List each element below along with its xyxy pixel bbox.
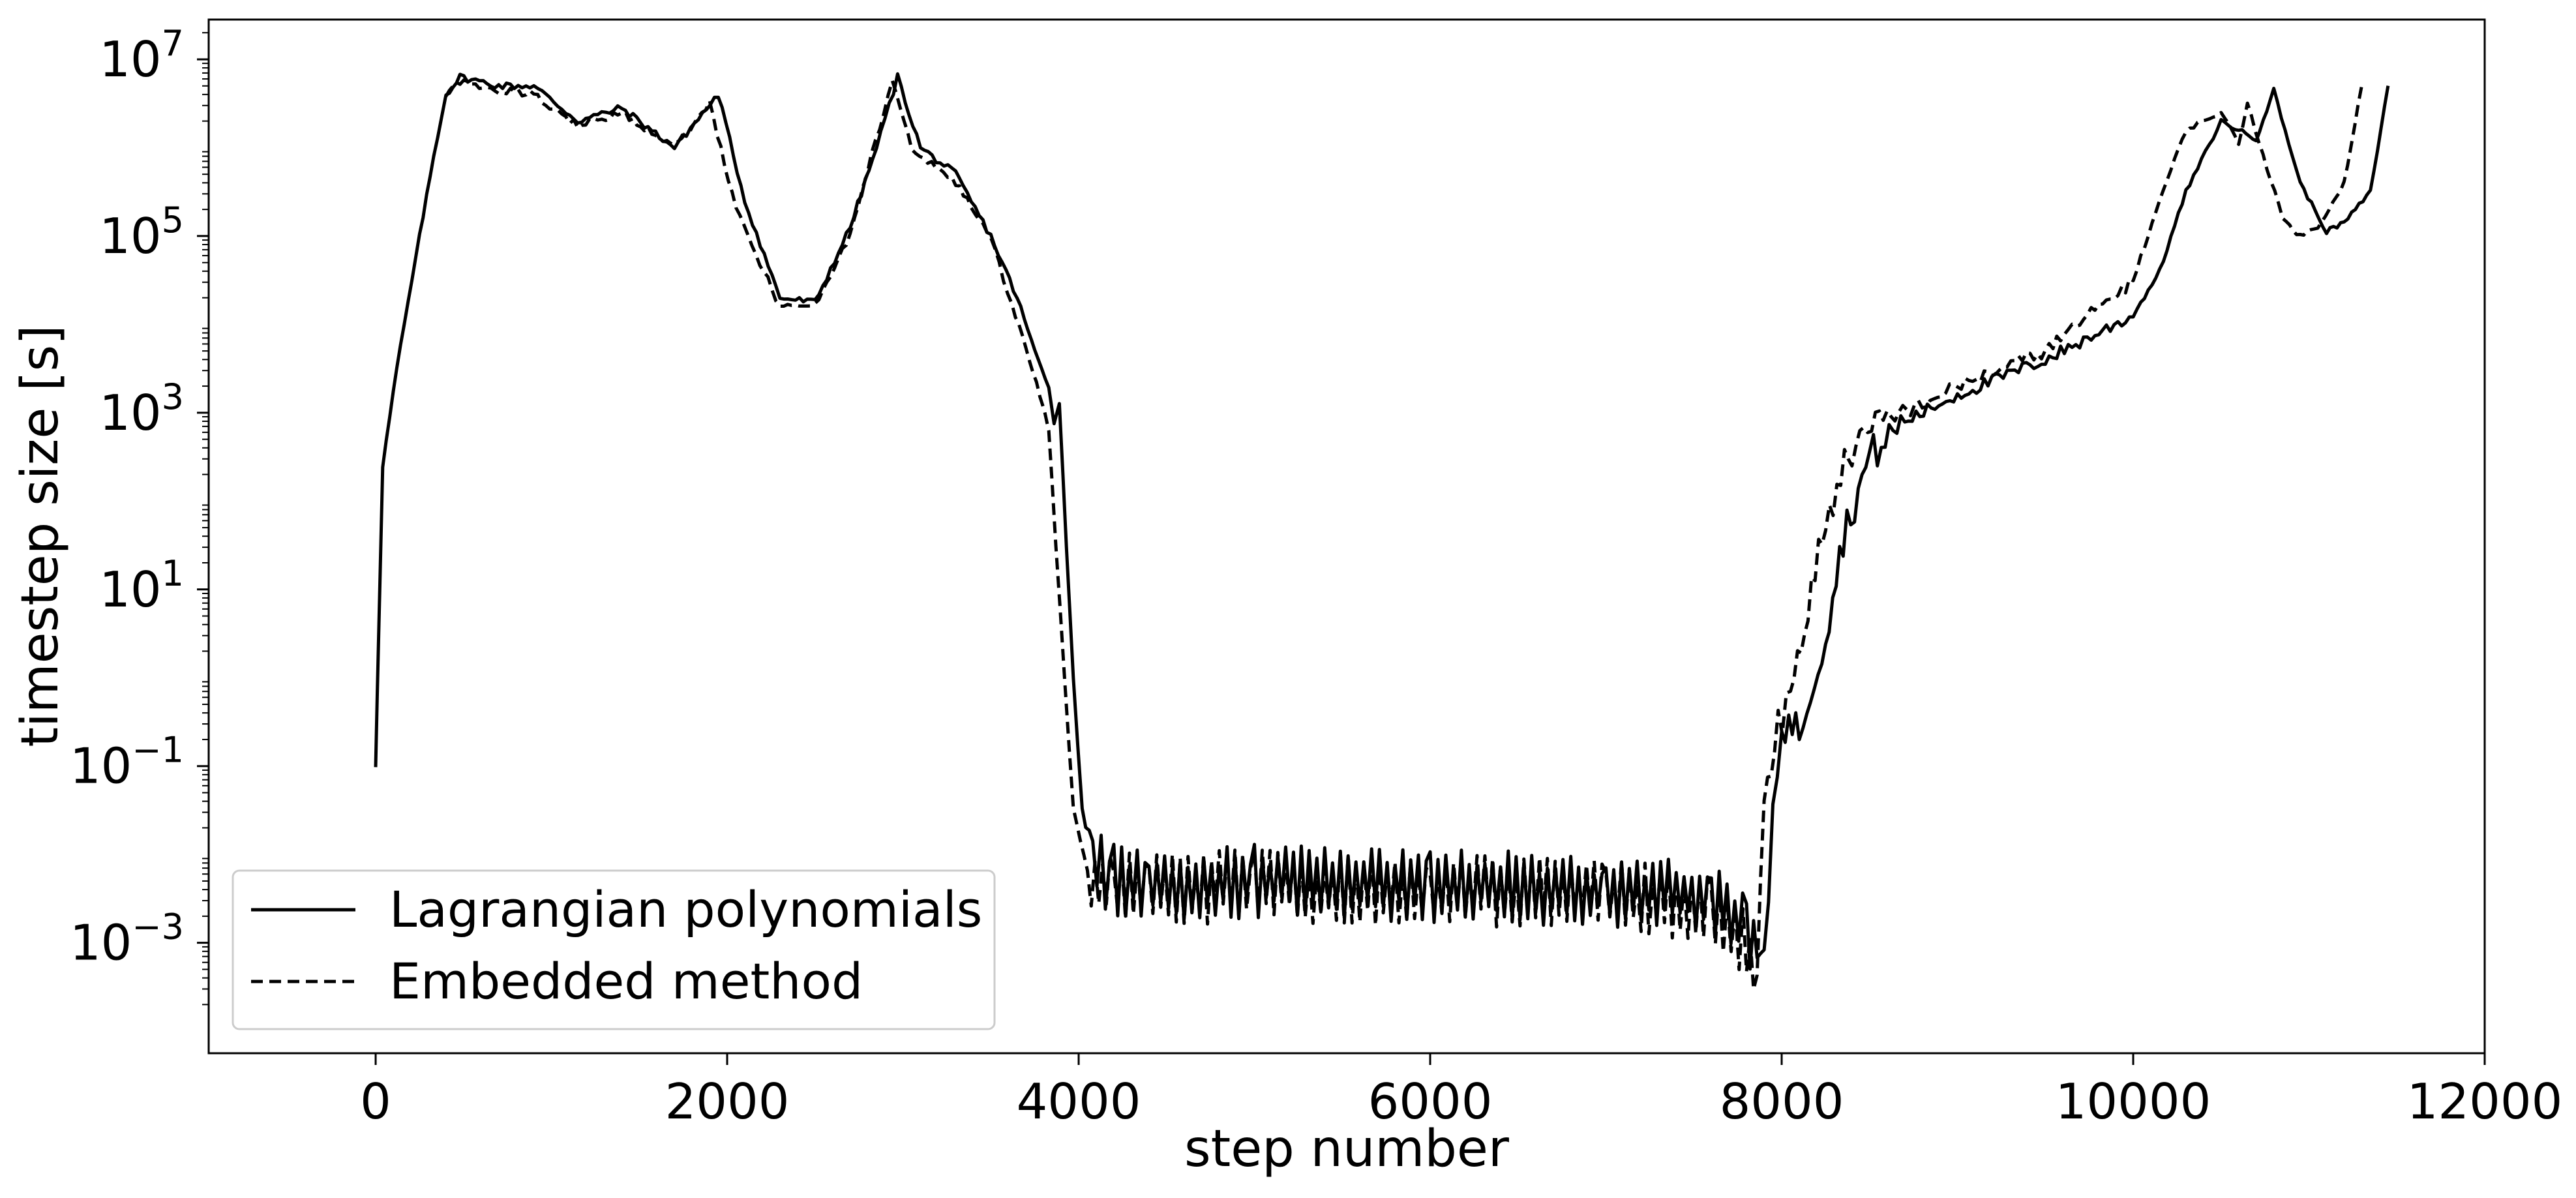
series-line-embedded-method <box>444 78 2363 991</box>
legend-label-lagrangian: Lagrangian polynomials <box>389 880 982 938</box>
x-tick-label: 2000 <box>665 1073 790 1130</box>
y-tick-label: 101 <box>99 553 184 618</box>
y-axis: 107 105 103 101 10−1 10−3 <box>70 23 209 1006</box>
x-axis: 0 2000 4000 6000 8000 10000 12000 <box>360 1053 2562 1130</box>
series-layer <box>374 72 2390 991</box>
y-tick-label: 105 <box>99 200 184 265</box>
legend-label-embedded: Embedded method <box>389 952 863 1010</box>
y-tick-label: 10−1 <box>70 730 184 795</box>
x-tick-label: 0 <box>360 1073 391 1130</box>
legend-box <box>232 869 996 1030</box>
x-tick-label: 6000 <box>1368 1073 1493 1130</box>
x-tick-label: 10000 <box>2056 1073 2211 1130</box>
y-axis-label: timestep size [s] <box>11 325 70 747</box>
series-line-lagrangian-polynomials <box>374 72 2390 971</box>
x-tick-label: 8000 <box>1720 1073 1844 1130</box>
legend: Lagrangian polynomials Embedded method <box>232 869 996 1030</box>
x-tick-label: 4000 <box>1017 1073 1141 1130</box>
y-tick-label: 107 <box>99 23 184 88</box>
x-axis-label: step number <box>1184 1120 1510 1178</box>
y-tick-label: 10−3 <box>70 906 184 972</box>
x-tick-label: 12000 <box>2407 1073 2563 1130</box>
y-tick-label: 103 <box>99 376 184 442</box>
